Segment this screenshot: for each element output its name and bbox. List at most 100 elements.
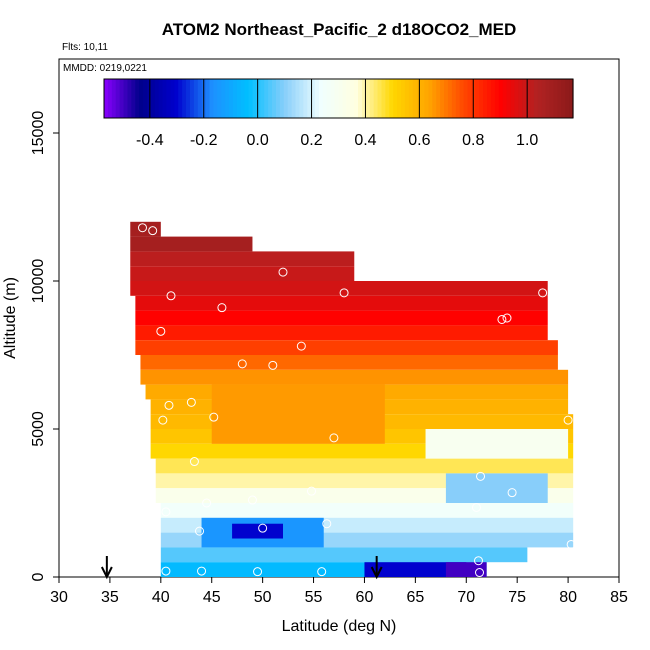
heatmap-layer: [130, 221, 574, 577]
colorbar-swatch: [490, 79, 496, 118]
sample-point: [148, 226, 158, 236]
colorbar-swatch: [104, 79, 109, 118]
colorbar-swatch: [553, 79, 558, 118]
colorbar-swatch: [420, 79, 426, 118]
colorbar-swatch: [248, 79, 254, 118]
colorbar-swatch: [428, 79, 433, 118]
sample-point: [538, 288, 548, 298]
colorbar: -0.4 -0.2 0.0 0.2 0.4 0.6 0.8 1.0: [103, 78, 574, 149]
sample-point: [120, 220, 130, 230]
colorbar-swatch: [260, 79, 265, 118]
colorbar-swatch: [322, 79, 328, 118]
heat-patch: [445, 473, 548, 503]
heat-row: [130, 221, 161, 237]
colorbar-swatch: [209, 79, 215, 118]
colorbar-swatch: [315, 79, 320, 118]
chart-title: ATOM2 Northeast_Pacific_2 d18OCO2_MED: [162, 20, 517, 39]
y-tick-label: 15000: [30, 111, 47, 156]
y-tick-label: 0: [30, 572, 47, 581]
sample-point: [209, 412, 219, 422]
colorbar-swatch: [412, 79, 418, 118]
heat-row: [130, 236, 253, 252]
sample-point: [296, 341, 306, 351]
y-axis-label: Altitude (m): [2, 277, 19, 359]
heat-patch: [425, 429, 569, 459]
points-layer: [120, 220, 576, 578]
colorbar-swatch: [350, 79, 355, 118]
colorbar-swatch: [440, 79, 445, 118]
colorbar-swatch: [127, 79, 132, 118]
colorbar-swatch: [275, 79, 281, 118]
heat-patch: [364, 562, 467, 577]
colorbar-swatch: [326, 79, 332, 118]
sample-point: [475, 568, 485, 578]
colorbar-swatch: [479, 79, 484, 118]
sample-point: [158, 415, 168, 425]
flight-arrow-head: [100, 566, 113, 580]
sample-point: [502, 313, 512, 323]
colorbar-swatch: [369, 79, 375, 118]
colorbar-swatch: [131, 79, 136, 118]
colorbar-swatch: [467, 79, 472, 118]
colorbar-swatch: [244, 79, 250, 118]
sample-point: [322, 519, 332, 529]
x-tick-label: 70: [457, 589, 475, 606]
colorbar-swatch: [361, 79, 367, 118]
colorbar-swatch: [318, 79, 324, 118]
x-tick-label: 35: [101, 589, 119, 606]
colorbar-swatch: [279, 79, 285, 118]
colorbar-swatch: [287, 79, 293, 118]
x-tick-label: 80: [559, 589, 577, 606]
heat-patch: [211, 384, 385, 444]
colorbar-swatch: [146, 79, 152, 118]
y-axis: 0 5000 10000 15000: [30, 111, 59, 581]
sample-point: [186, 397, 196, 407]
colorbar-swatch: [424, 79, 429, 118]
colorbar-swatch: [330, 79, 336, 118]
colorbar-swatch: [541, 79, 547, 118]
sample-point: [258, 523, 268, 533]
colorbar-swatch: [252, 79, 258, 118]
colorbar-swatch: [334, 79, 340, 118]
x-tick-label: 65: [406, 589, 424, 606]
colorbar-swatch: [150, 79, 156, 118]
colorbar-swatch: [506, 79, 512, 118]
colorbar-swatch: [307, 79, 312, 118]
colorbar-swatch: [522, 79, 527, 118]
sample-point: [278, 267, 288, 277]
colorbar-tick-label: 0.8: [462, 132, 484, 149]
sample-point: [195, 526, 205, 536]
sample-point: [566, 539, 576, 549]
flights-annotation: Flts: 10,11: [62, 42, 108, 53]
sample-point: [339, 288, 349, 298]
x-tick-label: 85: [610, 589, 628, 606]
colorbar-swatch: [123, 79, 129, 118]
colorbar-tick-label: 1.0: [516, 132, 538, 149]
colorbar-swatch: [537, 79, 543, 118]
colorbar-swatch: [268, 79, 273, 118]
colorbar-swatch: [272, 79, 277, 118]
colorbar-swatch: [389, 79, 394, 118]
heat-row: [130, 266, 355, 281]
sample-point: [197, 566, 207, 576]
colorbar-swatch: [295, 79, 301, 118]
sample-point: [471, 502, 481, 512]
colorbar-swatch: [432, 79, 437, 118]
colorbar-swatch: [232, 79, 238, 118]
colorbar-swatch: [518, 79, 523, 118]
flight-arrow-head: [370, 566, 383, 580]
sample-point: [166, 291, 176, 301]
sample-point: [247, 495, 257, 505]
sample-point: [253, 567, 263, 577]
colorbar-swatch: [557, 79, 562, 118]
colorbar-swatch: [565, 79, 570, 118]
colorbar-swatch: [530, 79, 535, 118]
colorbar-swatch: [346, 79, 351, 118]
colorbar-swatch: [377, 79, 383, 118]
colorbar-swatch: [483, 79, 488, 118]
colorbar-tick-label: 0.0: [247, 132, 269, 149]
sample-point: [156, 326, 166, 336]
colorbar-swatch: [475, 79, 480, 118]
colorbar-swatch: [139, 79, 144, 118]
colorbar-tick-label: 0.6: [408, 132, 430, 149]
